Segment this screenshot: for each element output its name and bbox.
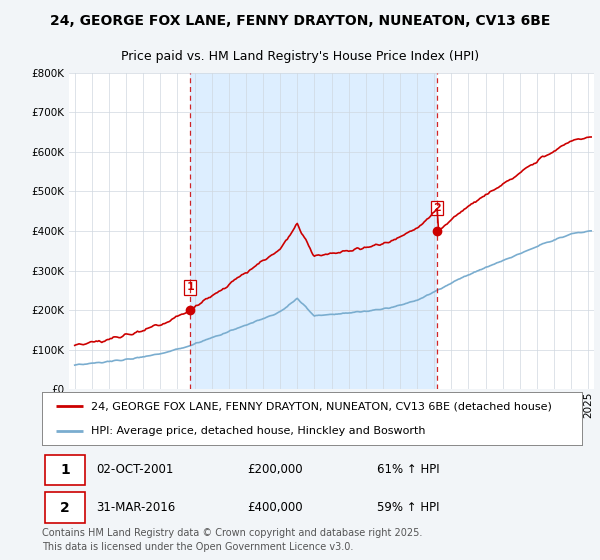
Text: 02-OCT-2001: 02-OCT-2001 (96, 463, 173, 476)
Text: 24, GEORGE FOX LANE, FENNY DRAYTON, NUNEATON, CV13 6BE: 24, GEORGE FOX LANE, FENNY DRAYTON, NUNE… (50, 14, 550, 28)
Text: HPI: Average price, detached house, Hinckley and Bosworth: HPI: Average price, detached house, Hinc… (91, 426, 425, 436)
Text: £200,000: £200,000 (247, 463, 303, 476)
Text: 1: 1 (187, 282, 194, 292)
Text: 31-MAR-2016: 31-MAR-2016 (96, 501, 175, 514)
Bar (190, 73, 437, 389)
Text: £400,000: £400,000 (247, 501, 303, 514)
FancyBboxPatch shape (45, 455, 85, 485)
Text: 2: 2 (433, 203, 441, 213)
Text: 2: 2 (60, 501, 70, 515)
Text: 1: 1 (60, 463, 70, 477)
Text: Contains HM Land Registry data © Crown copyright and database right 2025.
This d: Contains HM Land Registry data © Crown c… (42, 528, 422, 552)
Text: 61% ↑ HPI: 61% ↑ HPI (377, 463, 439, 476)
Text: 59% ↑ HPI: 59% ↑ HPI (377, 501, 439, 514)
Text: Price paid vs. HM Land Registry's House Price Index (HPI): Price paid vs. HM Land Registry's House … (121, 50, 479, 63)
Text: 24, GEORGE FOX LANE, FENNY DRAYTON, NUNEATON, CV13 6BE (detached house): 24, GEORGE FOX LANE, FENNY DRAYTON, NUNE… (91, 402, 551, 412)
FancyBboxPatch shape (45, 492, 85, 522)
